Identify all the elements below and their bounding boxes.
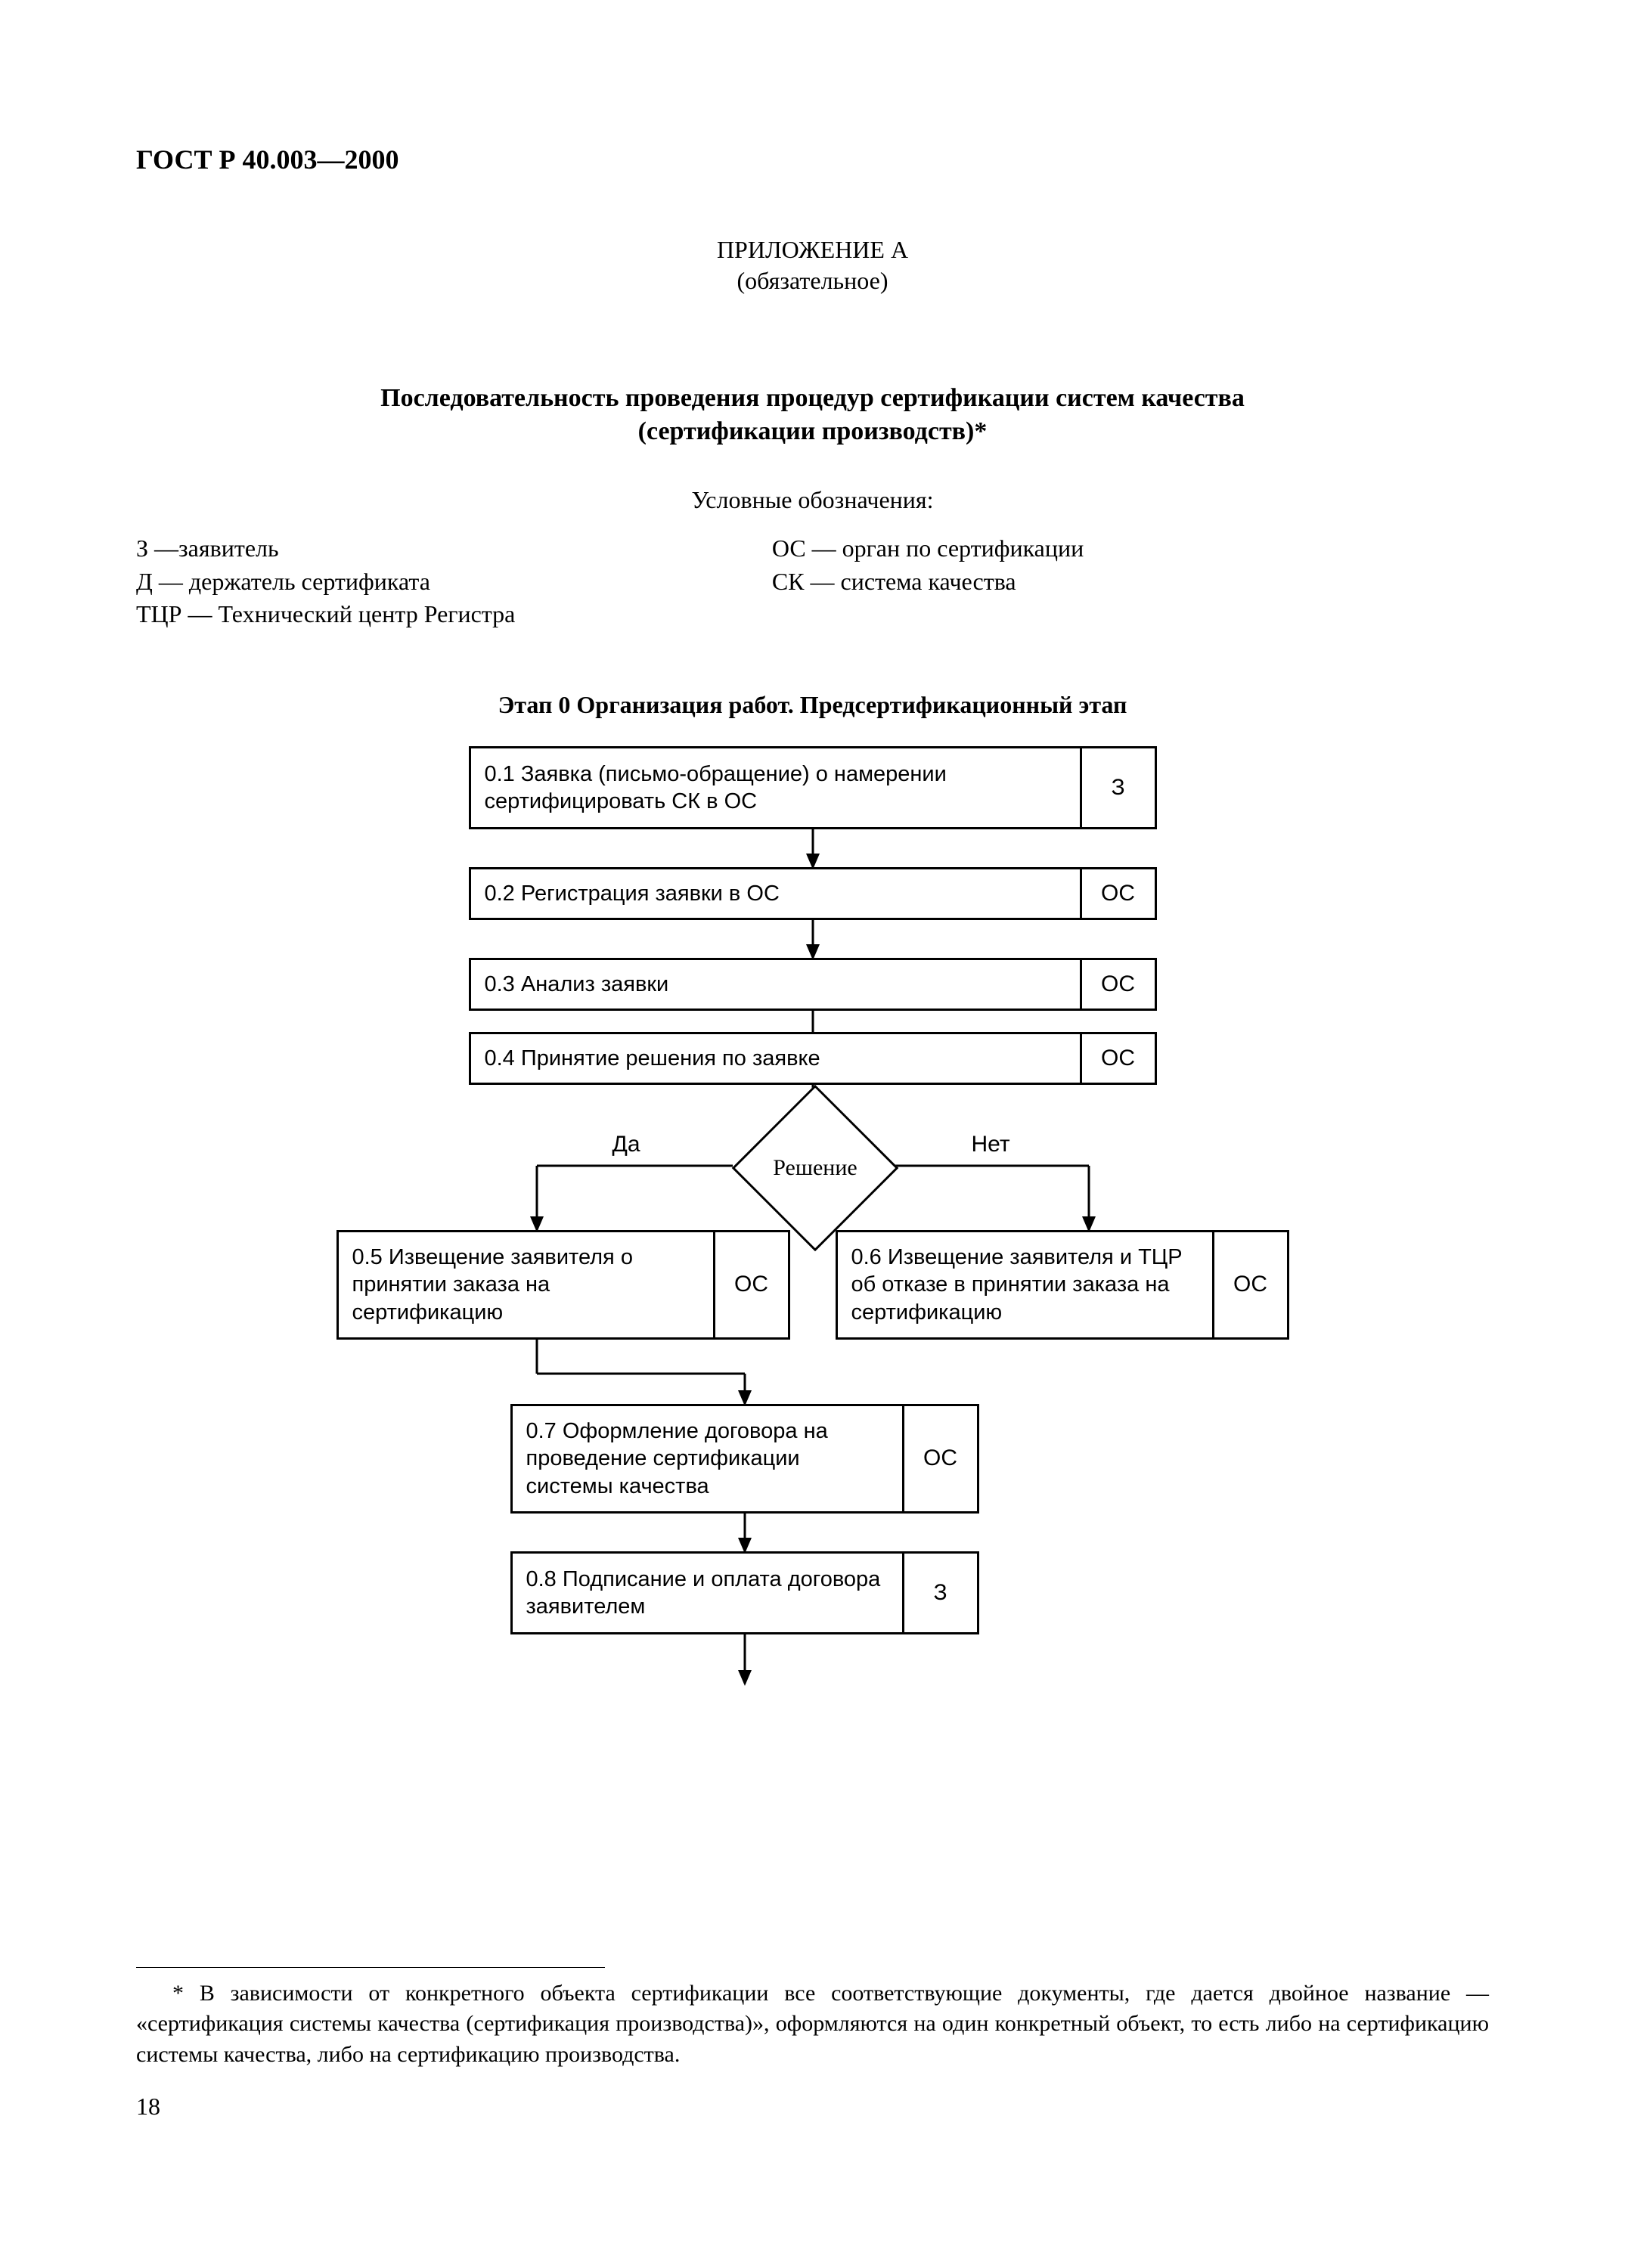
flow-step-text: 0.5 Извещение заявителя о принятии заказ… — [339, 1232, 713, 1337]
flow-step: 0.7 Оформление договора на проведение се… — [510, 1404, 979, 1514]
flow-step-tag: З — [902, 1554, 977, 1632]
legend-title: Условные обозначения: — [136, 486, 1489, 514]
flow-step-text: 0.8 Подписание и оплата договора заявите… — [513, 1554, 902, 1632]
footnote-rule — [136, 1967, 605, 1968]
legend-right: ОС — орган по сертификации СК — система … — [772, 532, 1489, 631]
flow-step-text: 0.7 Оформление договора на проведение се… — [513, 1406, 902, 1511]
flow-step-text: 0.1 Заявка (письмо-обращение) о намерени… — [471, 748, 1080, 827]
flow-step-text: 0.6 Извещение заявителя и ТЦР об отказе … — [838, 1232, 1212, 1337]
footnote: * В зависимости от конкретного объекта с… — [136, 1978, 1489, 2071]
branch-label-no: Нет — [972, 1132, 1010, 1157]
branch-label-yes: Да — [612, 1132, 640, 1157]
flow-step: 0.3 Анализ заявкиОС — [469, 958, 1157, 1011]
flow-step-text: 0.2 Регистрация заявки в ОС — [471, 869, 1080, 918]
footer-block: * В зависимости от конкретного объекта с… — [136, 1967, 1489, 2121]
page-number: 18 — [136, 2093, 1489, 2121]
flow-step-tag: ОС — [1212, 1232, 1287, 1337]
legend-item: ТЦР — Технический центр Регистра — [136, 598, 772, 631]
flow-step-tag: З — [1080, 748, 1155, 827]
flow-step-tag: ОС — [1080, 1034, 1155, 1083]
appendix-subtitle: (обязательное) — [136, 267, 1489, 295]
stage-title: Этап 0 Организация работ. Предсертификац… — [136, 691, 1489, 719]
flow-step-tag: ОС — [902, 1406, 977, 1511]
main-title-line2: (сертификации производств)* — [638, 417, 988, 445]
legend-item: ОС — орган по сертификации — [772, 532, 1489, 565]
flow-step: 0.1 Заявка (письмо-обращение) о намерени… — [469, 746, 1157, 829]
flow-step: 0.2 Регистрация заявки в ОСОС — [469, 867, 1157, 920]
flow-step-text: 0.4 Принятие решения по заявке — [471, 1034, 1080, 1083]
flowchart: 0.1 Заявка (письмо-обращение) о намерени… — [336, 746, 1289, 1729]
main-title-line1: Последовательность проведения процедур с… — [380, 384, 1245, 412]
flow-step: 0.6 Извещение заявителя и ТЦР об отказе … — [836, 1230, 1289, 1340]
legend-item: СК — система качества — [772, 565, 1489, 598]
legend-item: Д — держатель сертификата — [136, 565, 772, 598]
legend-left: З —заявитель Д — держатель сертификата Т… — [136, 532, 772, 631]
flow-step: 0.5 Извещение заявителя о принятии заказ… — [336, 1230, 790, 1340]
flow-step: 0.8 Подписание и оплата договора заявите… — [510, 1551, 979, 1634]
flow-step-tag: ОС — [713, 1232, 788, 1337]
legend-grid: З —заявитель Д — держатель сертификата Т… — [136, 532, 1489, 631]
flow-step-tag: ОС — [1080, 960, 1155, 1009]
page: ГОСТ Р 40.003—2000 ПРИЛОЖЕНИЕ А (обязате… — [0, 0, 1625, 2268]
flow-step-tag: ОС — [1080, 869, 1155, 918]
flow-decision-label: Решение — [758, 1111, 872, 1225]
appendix-title: ПРИЛОЖЕНИЕ А — [136, 236, 1489, 264]
doc-header: ГОСТ Р 40.003—2000 — [136, 144, 1489, 175]
legend-item: З —заявитель — [136, 532, 772, 565]
flow-step: 0.4 Принятие решения по заявкеОС — [469, 1032, 1157, 1085]
flow-step-text: 0.3 Анализ заявки — [471, 960, 1080, 1009]
main-title: Последовательность проведения процедур с… — [136, 382, 1489, 448]
